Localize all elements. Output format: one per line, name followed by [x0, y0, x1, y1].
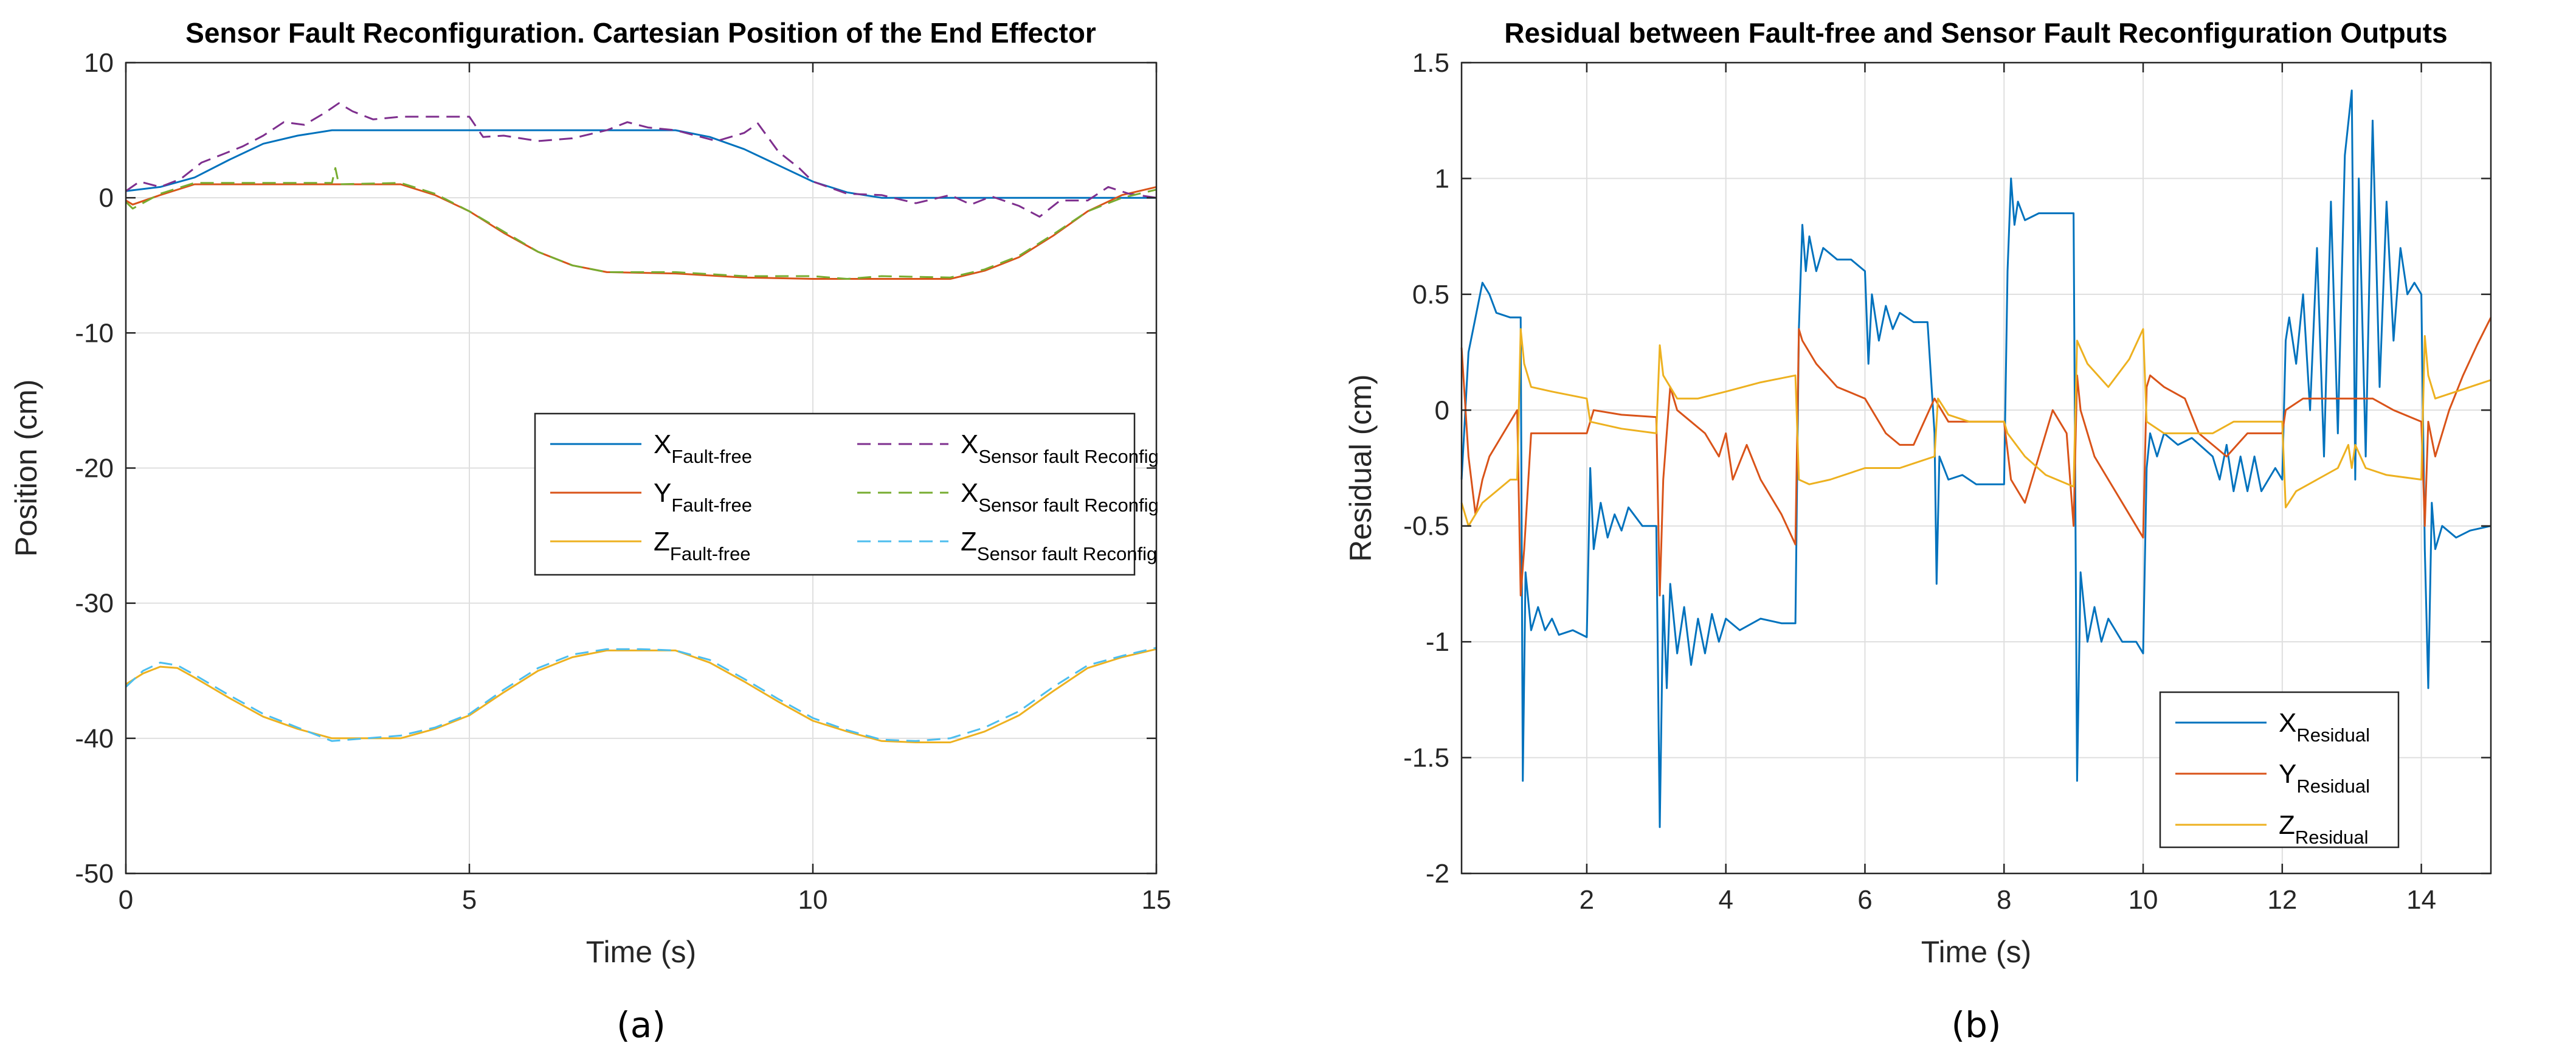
legend: XFault-freeYFault-freeZFault-freeXSensor… [534, 412, 1159, 576]
legend-box [534, 412, 1136, 576]
y-tick-label: -0.5 [1403, 512, 1449, 541]
x-tick-label: 10 [798, 885, 828, 915]
y-tick-label: 0 [1435, 395, 1449, 425]
y-tick-label: -50 [75, 859, 114, 889]
y-tick-label: -1.5 [1403, 743, 1449, 773]
x-tick-label: 12 [2267, 885, 2297, 915]
y-tick-label: 1.5 [1412, 48, 1449, 78]
series-line-y-orange [125, 183, 1157, 280]
x-tick-label: 0 [119, 885, 133, 915]
x-tick-label: 8 [1997, 885, 2011, 915]
series-line-y-orange [1460, 317, 2492, 597]
figure-caption: (a) [616, 1004, 666, 1046]
legend-label-subscript: Residual [2296, 776, 2370, 797]
series-line-x-purple [125, 102, 1157, 218]
series-line-x-green [125, 167, 1157, 280]
y-tick-label: -1 [1426, 627, 1449, 657]
figure-caption: (b) [1951, 1004, 2001, 1046]
chart-title: Residual between Fault-free and Sensor F… [1504, 17, 2447, 49]
x-tick-label: 15 [1142, 885, 1172, 915]
legend-label-subscript: Sensor fault Reconfig [978, 446, 1158, 467]
legend-label-subscript: Fault-free [670, 543, 751, 564]
series-line-z-yellow [125, 648, 1157, 743]
x-axis-label: Time (s) [1921, 935, 2031, 969]
series-line-z-cyan [125, 647, 1157, 742]
legend-box [2159, 691, 2400, 849]
chart-title: Sensor Fault Reconfiguration. Cartesian … [185, 17, 1096, 49]
legend-label-subscript: Residual [2296, 724, 2370, 746]
chart-a: 0 5 10 15 -50 -40 -30 -20 -10 0 10 Sensor Fault Rec… [9, 17, 1171, 1046]
series-line-x-blue [125, 129, 1156, 199]
y-tick-label: -20 [75, 454, 114, 484]
chart-b: 2 4 6 8 10 12 14 -2 -1.5 -1 -0.5 0 0.5 1 1.5 Residual b… [1344, 17, 2492, 1046]
series-line-z-yellow [1460, 328, 2491, 527]
legend-label-subscript: Fault-free [671, 446, 752, 467]
x-tick-label: 14 [2406, 885, 2436, 915]
axes-box [1460, 61, 2492, 875]
x-tick-label: 6 [1857, 885, 1872, 915]
x-tick-label: 5 [462, 885, 477, 915]
legend-label-subscript: Fault-free [671, 495, 752, 516]
y-axis-label: Position (cm) [9, 380, 43, 557]
y-tick-label: 10 [84, 48, 114, 78]
y-tick-label: 1 [1435, 164, 1449, 193]
series-line-x-blue [1460, 89, 2491, 828]
x-tick-label: 2 [1580, 885, 1594, 915]
legend-label-subscript: Sensor fault Reconfig [978, 495, 1158, 516]
legend-label-subscript: Residual [2295, 827, 2369, 848]
y-axis-label: Residual (cm) [1344, 374, 1378, 561]
y-tick-label: -2 [1426, 859, 1449, 889]
y-tick-label: 0 [99, 183, 114, 213]
y-tick-label: -30 [75, 589, 114, 619]
x-axis-label: Time (s) [586, 935, 696, 969]
x-tick-label: 4 [1718, 885, 1733, 915]
x-tick-label: 10 [2129, 885, 2158, 915]
y-tick-label: -40 [75, 724, 114, 754]
y-tick-label: 0.5 [1412, 280, 1449, 310]
legend-label-subscript: Sensor fault Reconfig [977, 543, 1157, 564]
y-tick-label: -10 [75, 318, 114, 348]
